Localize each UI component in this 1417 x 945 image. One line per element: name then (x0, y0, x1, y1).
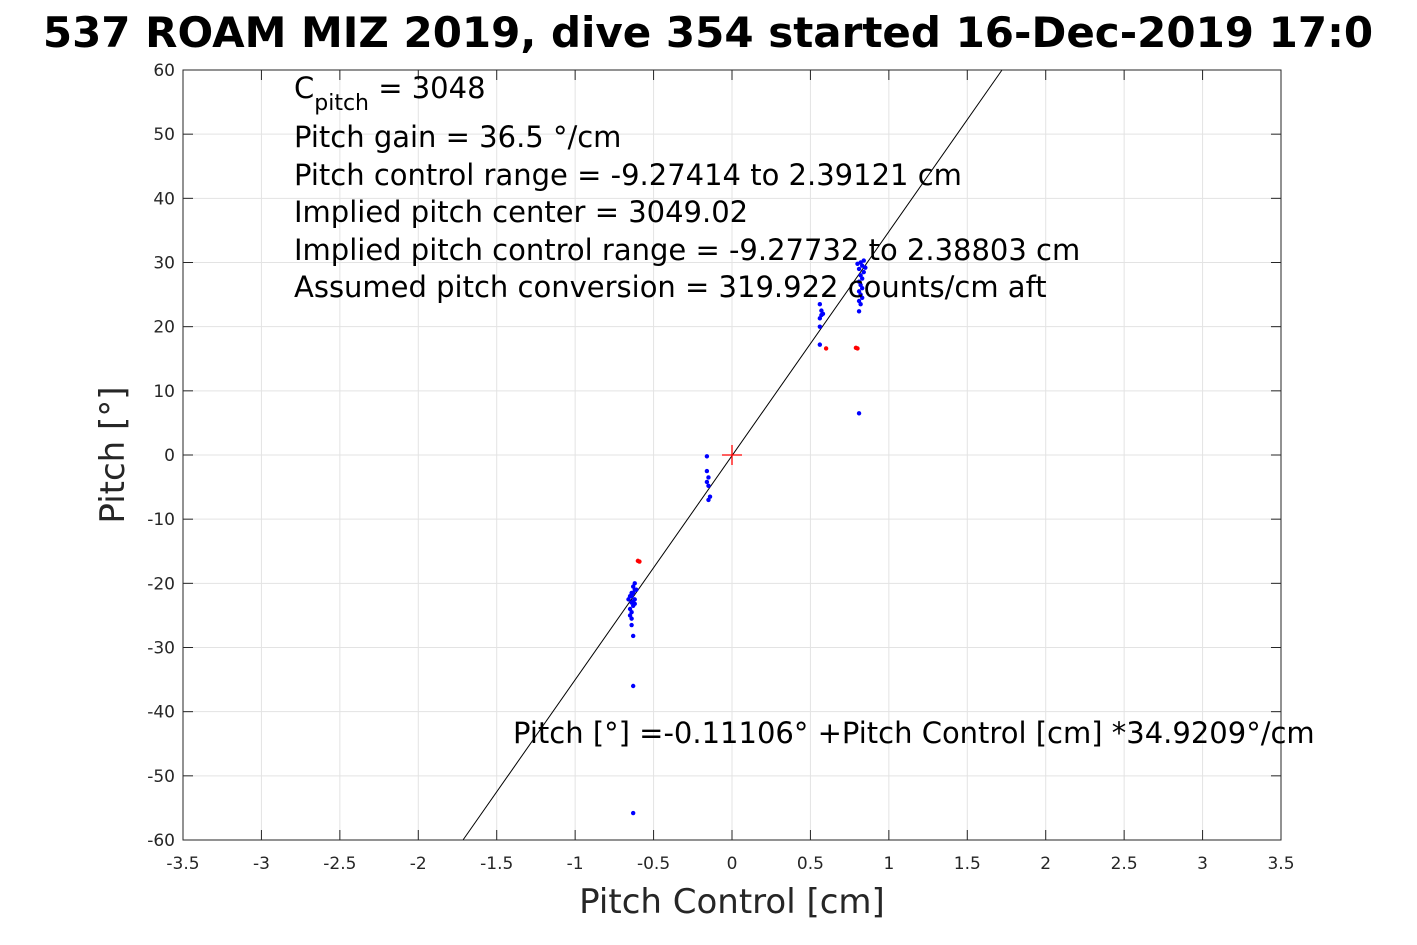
data-point (706, 497, 711, 503)
rejected-data-point (635, 558, 641, 564)
x-tick-label: -2 (410, 854, 427, 874)
data-point (861, 269, 866, 275)
data-point (632, 581, 637, 586)
x-tick-label: -1.5 (480, 854, 513, 874)
x-tick-label: -2.5 (323, 854, 356, 874)
annotation-control-range: Pitch control range = -9.27414 to 2.3912… (294, 158, 962, 192)
data-point (820, 311, 826, 317)
y-tick-label: 20 (153, 318, 175, 338)
annotation-implied-center: Implied pitch center = 3049.02 (294, 195, 748, 229)
annotation-c-pitch-value: = 3048 (369, 71, 486, 105)
data-point (706, 483, 711, 488)
annotation-implied-range: Implied pitch control range = -9.27732 t… (294, 233, 1080, 267)
data-point (856, 266, 862, 272)
x-tick-label: 3.5 (1267, 854, 1294, 874)
data-points (626, 258, 868, 816)
data-point (629, 622, 634, 628)
y-tick-label: -30 (147, 639, 175, 659)
rejected-data-point (823, 346, 829, 351)
x-tick-label: -3.5 (166, 854, 199, 874)
data-point (817, 316, 823, 321)
x-tick-label: 1.5 (954, 854, 981, 874)
data-point (704, 454, 710, 459)
data-point (704, 479, 710, 485)
annotation-conversion: Assumed pitch conversion = 319.922 count… (294, 270, 1047, 304)
y-axis-label: Pitch [°] (93, 386, 133, 523)
x-tick-label: -1 (567, 854, 584, 874)
data-point (629, 590, 634, 596)
data-point (632, 601, 637, 607)
data-point (630, 633, 636, 639)
data-point (706, 475, 711, 480)
annotation-pitch-gain: Pitch gain = 36.5 °/cm (294, 120, 621, 154)
annotation-layer: Cpitch = 3048 Pitch gain = 36.5 °/cm Pit… (294, 71, 1315, 750)
axis-ticks: -3.5 -3 -2.5 -2 -1.5 -1 -0.5 0 0.5 1 1.5 2 2.5 3 3.5 -6… (147, 61, 1294, 874)
data-point (859, 285, 865, 291)
annotation-c-pitch-subscript: pitch (314, 91, 369, 116)
data-point (817, 342, 823, 347)
fit-line-layer (462, 69, 1003, 841)
y-tick-label: -40 (147, 703, 175, 723)
data-point (856, 309, 862, 314)
y-tick-label: -20 (147, 574, 175, 594)
y-tick-label: -60 (147, 831, 175, 851)
x-tick-label: 0 (727, 854, 738, 874)
data-point (859, 276, 865, 281)
y-tick-label: -50 (147, 767, 175, 787)
x-tick-label: -0.5 (637, 854, 670, 874)
data-point (704, 468, 710, 474)
annotation-c-pitch: Cpitch = 3048 (294, 71, 486, 116)
data-point (634, 587, 639, 592)
x-axis-label: Pitch Control [cm] (579, 882, 885, 922)
data-point (630, 810, 636, 816)
y-tick-label: 10 (153, 382, 175, 402)
data-point (817, 302, 823, 307)
x-tick-label: -3 (253, 854, 270, 874)
data-point (856, 411, 862, 416)
data-point (817, 324, 823, 329)
annotation-fit-equation: Pitch [°] =-0.11106° +Pitch Control [cm]… (513, 716, 1315, 750)
x-tick-label: 1 (883, 854, 894, 874)
x-tick-label: 2 (1040, 854, 1051, 874)
x-tick-label: 2.5 (1111, 854, 1138, 874)
y-tick-label: 40 (153, 189, 175, 209)
x-tick-label: 0.5 (797, 854, 824, 874)
data-point (626, 597, 631, 602)
y-tick-label: 50 (153, 125, 175, 145)
y-tick-label: -10 (147, 510, 175, 530)
data-point (855, 261, 860, 266)
annotation-c-pitch-main: C (294, 71, 314, 105)
data-point (863, 265, 868, 270)
data-point (629, 616, 634, 621)
data-point (859, 295, 865, 300)
x-tick-label: 3 (1197, 854, 1208, 874)
y-tick-label: 60 (153, 61, 175, 81)
y-tick-label: 30 (153, 254, 175, 274)
y-tick-label: 0 (164, 446, 175, 466)
data-point (858, 302, 863, 307)
chart-title: 537 ROAM MIZ 2019, dive 354 started 16-D… (43, 8, 1373, 57)
rejected-data-point (855, 346, 860, 351)
data-point (630, 683, 636, 689)
data-point (861, 258, 866, 263)
